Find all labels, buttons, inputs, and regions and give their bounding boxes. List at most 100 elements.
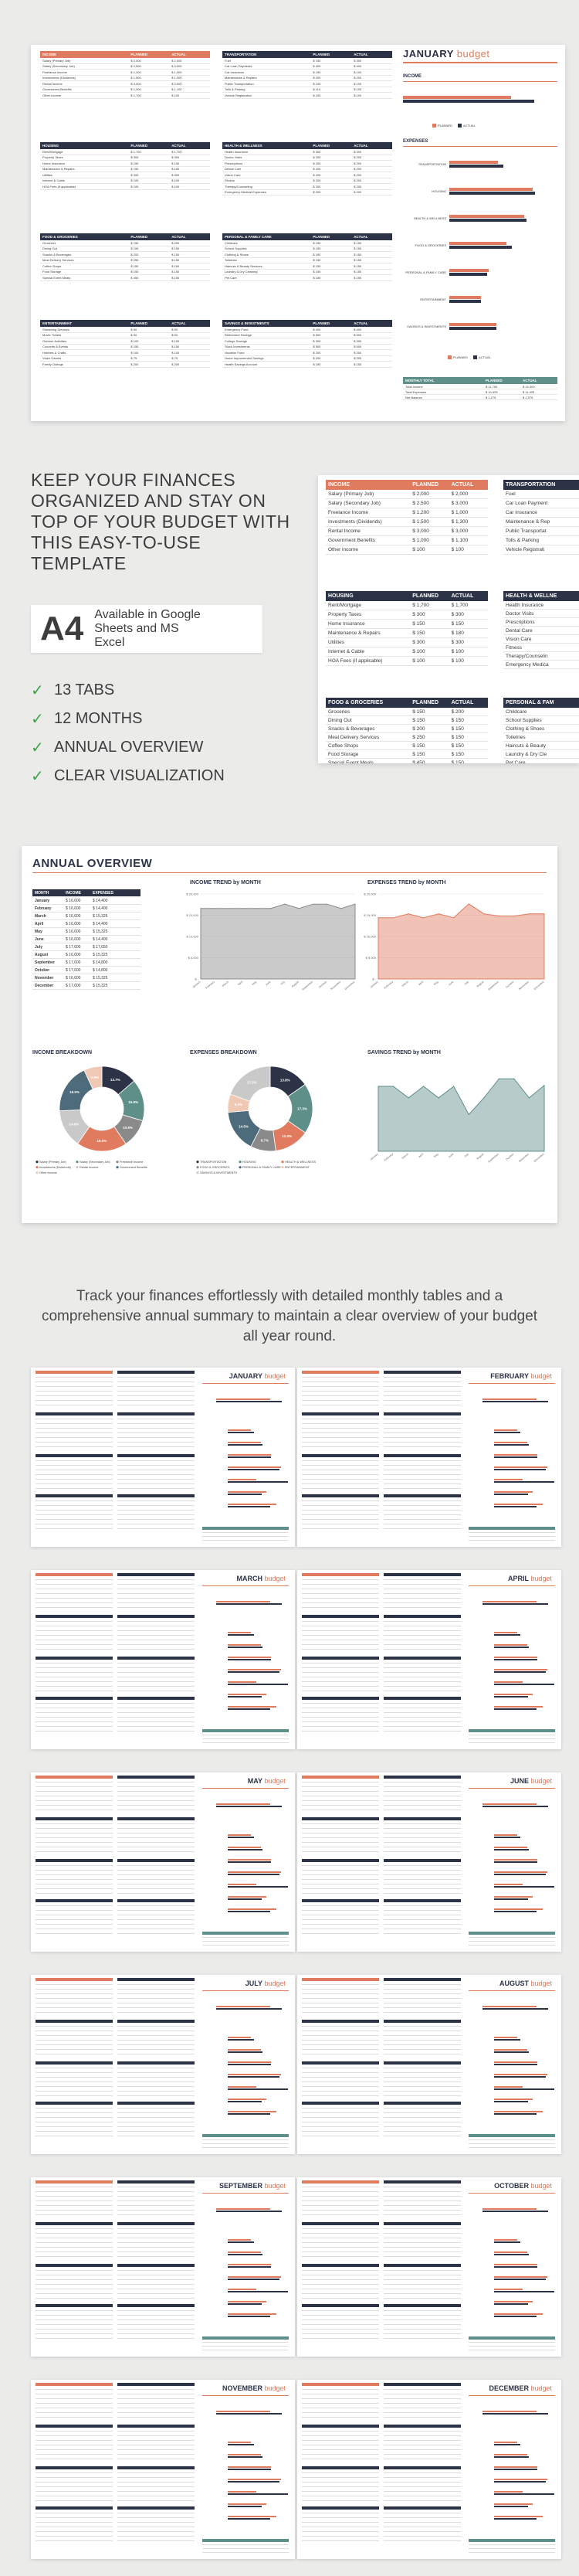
thumbnail-table-row bbox=[36, 1460, 113, 1461]
table-row: Childcare bbox=[503, 708, 579, 716]
thumbnail-table-row bbox=[117, 2086, 195, 2087]
thumbnail-table-header bbox=[36, 1899, 113, 1902]
table-cell: Emergency Medical Expenses bbox=[225, 190, 266, 195]
table-cell: School Supplies bbox=[506, 717, 542, 723]
thumbnail-table-row bbox=[384, 2315, 461, 2316]
thumbnail-table-row bbox=[117, 1391, 195, 1392]
column-header: ACTUAL bbox=[523, 379, 537, 382]
table-cell: $ 200 bbox=[354, 167, 362, 172]
table-cell: Concerts & Events bbox=[42, 345, 69, 349]
thumbnail-table-row bbox=[384, 1479, 461, 1480]
thumbnail-income-bar bbox=[216, 2008, 282, 2010]
thumbnail-income-bar bbox=[482, 1401, 548, 1402]
thumbnail-table-row bbox=[384, 2049, 461, 2050]
thumbnail-table-row bbox=[36, 1381, 113, 1382]
column-header: ACTUAL bbox=[171, 235, 186, 239]
table-cell: $ 150 bbox=[451, 743, 464, 749]
table-cell: $ 200 bbox=[354, 155, 362, 160]
thumbnail-total-row bbox=[469, 1945, 555, 1946]
thumbnail-table-row bbox=[117, 2517, 195, 2518]
table-cell: $ 14,400 bbox=[93, 898, 108, 903]
thumbnail-table-header bbox=[36, 1978, 113, 1981]
thumbnail-table-row bbox=[117, 2482, 195, 2483]
thumbnail-table-row bbox=[36, 2072, 113, 2073]
thumbnail-expense-bar bbox=[228, 1884, 256, 1885]
thumbnail-table-row bbox=[36, 1635, 113, 1636]
table-cell: Salary (Primary Job) bbox=[328, 491, 374, 497]
savings-trend-title: SAVINGS TREND by MONTH bbox=[367, 1050, 441, 1055]
column-header: HOUSING bbox=[328, 593, 354, 599]
thumbnail-total-row bbox=[202, 2544, 289, 2545]
month-thumbnail: AUGUST budget bbox=[297, 1975, 561, 2154]
thumbnail-table-row bbox=[302, 1607, 379, 1608]
thumbnail-table-row bbox=[117, 1663, 195, 1664]
thumbnail-table-row bbox=[384, 1828, 461, 1829]
table-row: Government Benefits $ 1,000 $ 1,100 bbox=[326, 536, 488, 545]
thumbnail-table-row bbox=[117, 1386, 195, 1387]
column-header: MONTHLY TOTAL bbox=[405, 379, 435, 382]
table-cell: Vehicle Registration bbox=[225, 93, 252, 97]
thumbnail-table-row bbox=[302, 1428, 379, 1429]
thumbnail-table-row bbox=[384, 2251, 461, 2252]
thumbnail-table-row bbox=[384, 2210, 461, 2211]
table-cell: $ 500 bbox=[313, 345, 321, 349]
table-cell: Public Transportation bbox=[225, 81, 254, 86]
thumbnail-income-bar bbox=[482, 1601, 537, 1602]
january-title: JANUARY budget bbox=[403, 48, 490, 59]
table-cell: $ 300 bbox=[130, 172, 139, 177]
thumbnail-expense-bar bbox=[228, 2113, 270, 2115]
thumbnail-table-row bbox=[302, 1791, 379, 1792]
table-row: Salary (Secondary Job) $ 2,500 $ 3,000 bbox=[326, 499, 488, 508]
thumbnail-expense-bar bbox=[228, 1834, 251, 1836]
thumbnail-table-row bbox=[384, 1505, 461, 1506]
table-cell: Investments (Dividends) bbox=[328, 519, 382, 525]
thumbnail-income-bar bbox=[216, 2411, 270, 2412]
thumbnail-table-header bbox=[302, 2102, 379, 2105]
table-cell: Snacks & Beverages bbox=[42, 252, 72, 257]
table-cell: Property Taxes bbox=[328, 612, 362, 617]
table-cell: $ 150 bbox=[171, 263, 180, 268]
thumbnail-table-row bbox=[117, 1510, 195, 1511]
thumbnail-income-bar bbox=[482, 2008, 548, 2010]
x-tick-label: November bbox=[518, 1152, 530, 1163]
x-tick-label: July bbox=[464, 980, 470, 986]
thumbnail-expense-bar bbox=[494, 1466, 547, 1468]
thumbnail-table-header bbox=[384, 1776, 461, 1779]
column-header: HOUSING bbox=[42, 144, 59, 148]
thumbnail-income-bar bbox=[216, 2413, 282, 2415]
thumbnail-table-header bbox=[384, 2061, 461, 2065]
thumbnail-table-header bbox=[117, 2506, 195, 2510]
x-tick-label: September bbox=[301, 980, 313, 991]
table-cell: $ 100 bbox=[354, 70, 362, 74]
legend-label: Rental Income bbox=[80, 1166, 98, 1169]
thumbnail-table-row bbox=[117, 1823, 195, 1824]
thumbnail-table-row bbox=[36, 2191, 113, 2192]
promo-headline: KEEP YOUR FINANCES ORGANIZED AND STAY ON… bbox=[31, 470, 290, 573]
thumbnail-table-header bbox=[302, 1494, 379, 1497]
thumbnail-table-header bbox=[36, 2061, 113, 2065]
title-word: budget bbox=[456, 48, 490, 59]
thumbnail-table-row bbox=[36, 1584, 113, 1585]
thumbnail-table-row bbox=[384, 2196, 461, 2197]
table-cell: $ 250 bbox=[130, 258, 139, 263]
thumbnail-expense-bar bbox=[228, 2051, 262, 2053]
table-cell: $ 100 bbox=[354, 81, 362, 86]
column-header: ACTUAL bbox=[451, 700, 474, 705]
thumbnail-table-row bbox=[117, 1924, 195, 1925]
x-tick-label: June bbox=[448, 980, 454, 987]
table-cell: Food Storage bbox=[328, 751, 359, 757]
table-row: Government Benefits $ 1,000 $ 1,100 bbox=[40, 87, 210, 93]
thumbnail-total-row bbox=[469, 2342, 555, 2343]
thumbnail-table-row bbox=[36, 2389, 113, 2390]
table-cell: Fitness bbox=[225, 178, 235, 183]
data-point bbox=[543, 913, 545, 915]
x-tick-label: June bbox=[265, 980, 271, 987]
thumbnail-expense-bar bbox=[228, 2481, 279, 2483]
thumbnail-expense-bar bbox=[228, 2086, 256, 2088]
thumbnail-table-row bbox=[302, 1667, 379, 1668]
table-cell: $ 150 bbox=[171, 275, 180, 280]
thumbnail-table-row bbox=[384, 1924, 461, 1925]
thumbnail-expense-bar bbox=[228, 1659, 271, 1660]
thumbnail-table-row bbox=[384, 1681, 461, 1682]
thumbnail-expense-bar bbox=[494, 2049, 527, 2051]
